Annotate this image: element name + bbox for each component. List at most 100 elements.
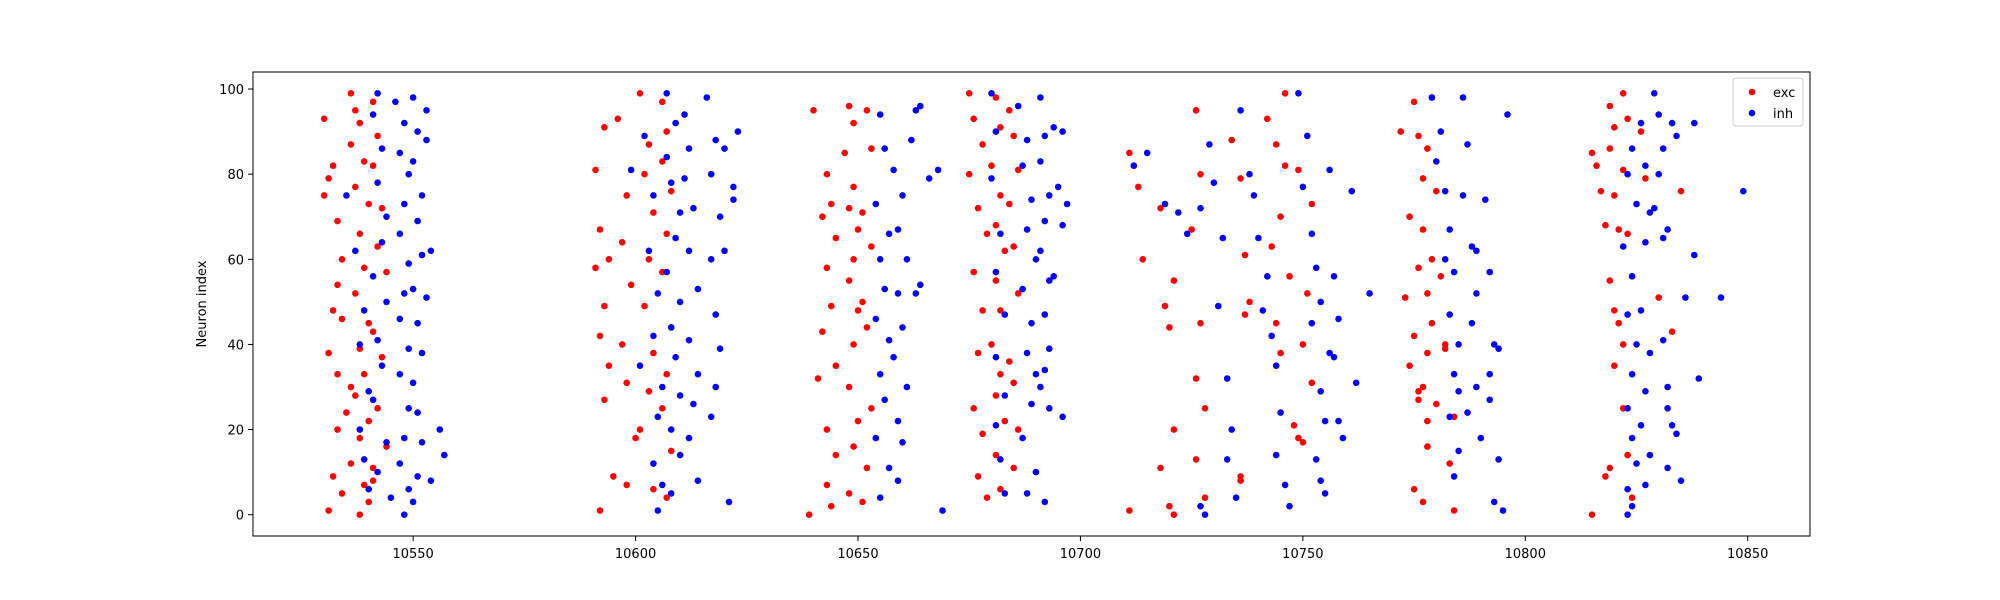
inh-spike-point xyxy=(712,136,719,144)
inh-spike-point xyxy=(396,460,404,467)
inh-spike-point xyxy=(672,234,679,242)
exc-spike-point xyxy=(596,332,604,340)
inh-spike-point xyxy=(1001,392,1009,399)
exc-spike-point xyxy=(970,268,977,276)
inh-spike-point xyxy=(378,362,386,370)
inh-spike-point xyxy=(1206,141,1213,148)
inh-spike-point xyxy=(1281,481,1289,489)
inh-spike-point xyxy=(396,149,404,157)
exc-spike-point xyxy=(1637,128,1645,135)
inh-spike-point xyxy=(401,200,408,208)
inh-spike-point xyxy=(1633,341,1640,348)
exc-spike-point xyxy=(1401,294,1409,301)
inh-spike-point xyxy=(1366,290,1373,297)
inh-spike-point xyxy=(1143,149,1151,157)
exc-spike-point xyxy=(369,477,377,485)
exc-spike-point xyxy=(645,255,653,263)
inh-spike-point xyxy=(414,319,421,327)
inh-spike-point xyxy=(1486,396,1493,404)
inh-spike-point xyxy=(1321,417,1329,425)
exc-spike-point xyxy=(1410,332,1418,340)
exc-spike-point xyxy=(823,264,831,272)
inh-spike-point xyxy=(650,332,657,340)
exc-spike-point xyxy=(965,90,973,97)
exc-spike-point xyxy=(1415,396,1422,404)
exc-spike-point xyxy=(974,349,982,357)
exc-spike-point xyxy=(1006,358,1013,365)
exc-spike-point xyxy=(618,239,626,246)
inh-spike-point xyxy=(1473,383,1480,391)
data-points xyxy=(320,90,1747,518)
exc-spike-point xyxy=(828,200,835,208)
exc-spike-point xyxy=(334,426,341,433)
exc-spike-point xyxy=(1668,328,1676,336)
inh-spike-point xyxy=(409,285,417,293)
inh-spike-point xyxy=(1624,170,1631,178)
exc-spike-point xyxy=(1397,128,1404,135)
inh-spike-point xyxy=(1717,294,1725,301)
inh-spike-point xyxy=(369,396,377,404)
exc-spike-point xyxy=(596,226,604,233)
exc-spike-point xyxy=(343,409,350,416)
inh-spike-point xyxy=(1490,498,1498,506)
inh-spike-point xyxy=(1464,409,1471,416)
exc-spike-point xyxy=(979,430,986,438)
inh-spike-point xyxy=(934,166,942,174)
inh-spike-point xyxy=(890,166,897,174)
inh-spike-point xyxy=(667,179,675,186)
x-axis: 10550 10600 10650 10700 10750 10800 10850 xyxy=(392,536,1768,562)
inh-spike-point xyxy=(1651,90,1658,97)
exc-spike-point xyxy=(992,277,1000,284)
inh-spike-point xyxy=(1664,383,1671,391)
inh-spike-point xyxy=(694,370,702,378)
exc-spike-point xyxy=(1290,422,1298,429)
inh-spike-point xyxy=(1459,94,1467,101)
exc-spike-point xyxy=(997,307,1004,314)
exc-spike-point xyxy=(1170,277,1178,284)
inh-spike-point xyxy=(1059,413,1066,421)
exc-spike-point xyxy=(338,490,346,497)
exc-spike-point xyxy=(823,426,831,433)
inh-spike-point xyxy=(409,379,417,387)
inh-spike-point xyxy=(1464,141,1471,148)
inh-spike-point xyxy=(1046,345,1053,353)
inh-spike-point xyxy=(1050,273,1057,280)
exc-spike-point xyxy=(369,98,377,106)
inh-spike-point xyxy=(1197,204,1204,212)
inh-spike-point xyxy=(1473,290,1480,297)
inh-spike-point xyxy=(899,324,906,331)
inh-spike-point xyxy=(681,111,688,118)
y-axis-label: Neuron index xyxy=(195,260,210,347)
exc-spike-point xyxy=(1268,243,1275,250)
inh-spike-point xyxy=(988,90,995,97)
inh-spike-point xyxy=(1446,311,1453,318)
inh-spike-point xyxy=(917,102,924,110)
exc-spike-point xyxy=(1014,290,1022,297)
inh-spike-point xyxy=(885,464,893,472)
exc-spike-point xyxy=(650,209,657,216)
inh-spike-point xyxy=(1664,405,1671,412)
y-tick-label: 0 xyxy=(236,509,244,524)
exc-spike-point xyxy=(605,255,613,263)
inh-spike-point xyxy=(1215,302,1222,310)
exc-spike-point xyxy=(1677,187,1685,195)
inh-spike-point xyxy=(405,485,413,493)
exc-spike-point xyxy=(1010,464,1017,472)
exc-spike-point xyxy=(650,485,657,493)
exc-spike-point xyxy=(992,94,1000,101)
inh-spike-point xyxy=(707,170,715,178)
inh-spike-point xyxy=(352,247,359,255)
inh-spike-point xyxy=(1041,366,1049,374)
exc-spike-point xyxy=(1419,226,1427,233)
exc-spike-point xyxy=(1272,319,1280,327)
exc-spike-point xyxy=(1611,362,1618,370)
inh-spike-point xyxy=(365,485,373,493)
inh-spike-point xyxy=(1646,451,1654,459)
inh-spike-point xyxy=(894,290,902,297)
inh-spike-point xyxy=(1268,332,1275,340)
inh-spike-point xyxy=(423,107,430,114)
exc-spike-point xyxy=(850,443,857,450)
inh-spike-point xyxy=(1352,379,1360,387)
inh-spike-point xyxy=(414,217,421,225)
exc-spike-point xyxy=(1277,349,1284,357)
